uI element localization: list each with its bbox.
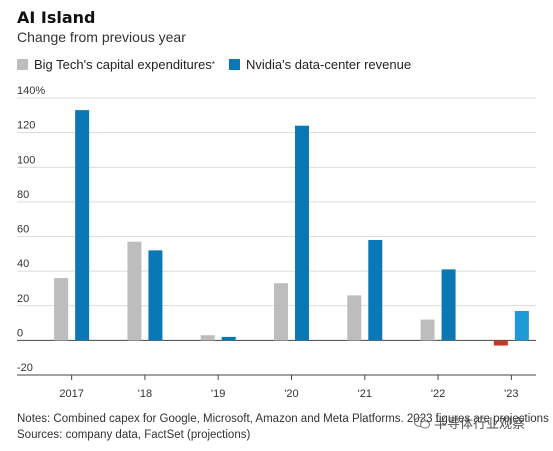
chart-subtitle: Change from previous year — [17, 29, 186, 45]
bar-nvidia — [368, 239, 383, 341]
y-tick-label: 0 — [17, 327, 23, 339]
x-tick-label: '23 — [504, 388, 518, 400]
legend-item-capex: Big Tech's capital expenditures * — [17, 57, 215, 72]
bar-nvidia — [221, 336, 236, 341]
legend-label-nvidia: Nvidia's data-center revenue — [245, 57, 412, 72]
y-tick-label: 80 — [17, 189, 29, 201]
bar-nvidia — [148, 250, 163, 341]
bar-nvidia — [514, 310, 529, 341]
legend-label-capex: Big Tech's capital expenditures — [34, 57, 212, 72]
x-tick-label: '19 — [211, 388, 225, 400]
bar-capex — [347, 295, 362, 341]
legend: Big Tech's capital expenditures * Nvidia'… — [17, 57, 425, 72]
sources-text: Sources: company data, FactSet (projecti… — [17, 429, 251, 441]
legend-swatch-nvidia — [228, 59, 240, 70]
y-tick-label: 60 — [17, 224, 29, 236]
y-tick-label: 40 — [17, 258, 29, 270]
x-tick-label: '20 — [284, 388, 298, 400]
x-tick-label: '22 — [431, 388, 445, 400]
x-tick-label: 2017 — [59, 388, 83, 400]
bar-nvidia — [75, 110, 90, 341]
chart-notes: Notes: Combined capex for Google, Micros… — [17, 411, 549, 443]
x-tick-label: '18 — [138, 388, 152, 400]
bar-capex — [493, 340, 508, 346]
watermark: 半导体行业观察 — [414, 413, 525, 432]
legend-item-nvidia: Nvidia's data-center revenue — [228, 57, 412, 72]
bar-capex — [54, 278, 69, 341]
chart-title: AI Island — [17, 8, 96, 27]
legend-label-asterisk: * — [211, 60, 215, 69]
y-tick-label: 120 — [17, 120, 35, 132]
notes-text: Notes: Combined capex for Google, Micros… — [17, 413, 549, 425]
bar-capex — [127, 241, 142, 341]
bar-capex — [274, 283, 288, 341]
y-tick-label: 140% — [17, 85, 45, 97]
y-tick-label: 100 — [17, 154, 35, 166]
bar-nvidia — [295, 125, 309, 341]
watermark-text: 半导体行业观察 — [434, 416, 526, 431]
bar-chart: 140% 120 100 80 60 40 20 0 -20 2017 '18 '19 '20 '21 '2… — [17, 85, 536, 400]
wechat-icon — [414, 416, 430, 429]
legend-swatch-capex — [17, 59, 28, 70]
x-tick-label: '21 — [358, 388, 372, 400]
y-tick-label: -20 — [17, 362, 33, 374]
bar-capex — [200, 335, 215, 341]
bar-capex — [420, 319, 435, 341]
y-tick-label: 20 — [17, 293, 29, 305]
bar-nvidia — [441, 269, 456, 341]
